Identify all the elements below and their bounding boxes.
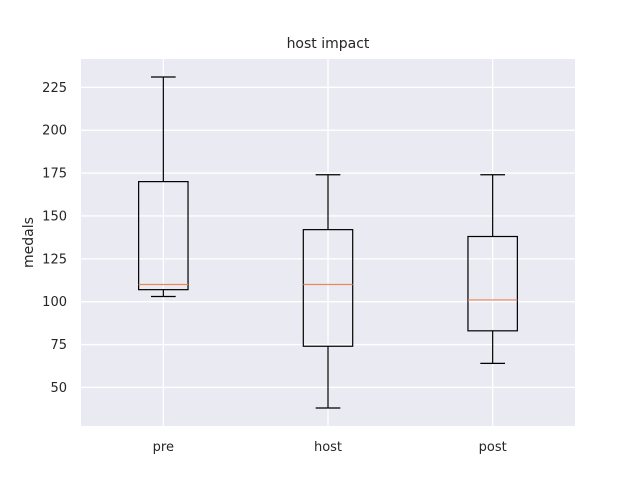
iqr-box — [302, 229, 354, 347]
x-tick-labels: pre host post — [153, 440, 507, 455]
y-tick-label: 100 — [42, 295, 67, 310]
x-tick-label: post — [479, 440, 507, 455]
iqr-box — [467, 235, 518, 332]
y-tick-label: 225 — [42, 81, 67, 96]
y-tick-label: 200 — [42, 124, 67, 139]
box-post — [467, 174, 518, 365]
box-host — [302, 174, 354, 409]
y-tick-label: 75 — [50, 338, 67, 353]
box-pre — [138, 76, 189, 298]
box-layer — [138, 76, 518, 409]
y-tick-label: 50 — [50, 381, 67, 396]
y-tick-label: 175 — [42, 167, 67, 182]
x-tick-label: host — [314, 440, 342, 455]
y-tick-label: 150 — [42, 209, 67, 224]
x-tick-label: pre — [153, 440, 174, 455]
y-axis-label: medals — [21, 217, 37, 268]
y-tick-labels: 50 75 100 125 150 175 200 225 — [42, 81, 67, 396]
y-tick-label: 125 — [42, 252, 67, 267]
chart-title: host impact — [287, 36, 370, 52]
iqr-box — [138, 181, 189, 291]
